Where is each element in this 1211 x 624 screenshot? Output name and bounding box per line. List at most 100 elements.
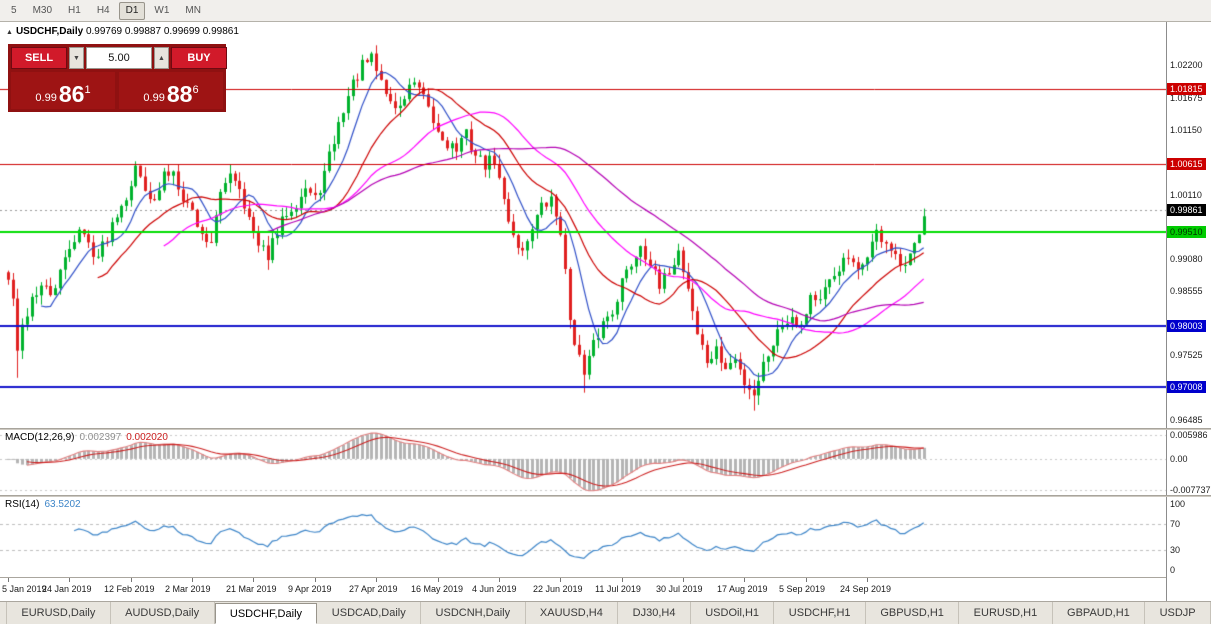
date-label: 9 Apr 2019	[288, 584, 332, 594]
sell-button[interactable]: SELL	[11, 47, 67, 69]
date-tick	[315, 578, 316, 582]
timeframe-button-5[interactable]: 5	[4, 2, 24, 20]
date-label: 30 Jul 2019	[656, 584, 703, 594]
macd-canvas[interactable]	[0, 430, 1166, 495]
panel-splitter[interactable]	[0, 495, 1211, 497]
price-axis-label: 100	[1170, 498, 1186, 509]
timeframe-button-mn[interactable]: MN	[178, 2, 208, 20]
date-tick	[438, 578, 439, 582]
chevron-down-icon: ▼	[73, 54, 80, 62]
chart-marker-icon: ▲	[6, 29, 13, 36]
rsi-label: RSI(14) 63.5202	[5, 499, 81, 510]
buy-price-display[interactable]: 0.99 88 6	[119, 72, 223, 109]
volume-increase-button[interactable]: ▲	[154, 47, 169, 69]
date-tick	[744, 578, 745, 582]
chart-tab-dj30-h4[interactable]: DJ30,H4	[618, 602, 691, 624]
date-label: 2 Mar 2019	[165, 584, 211, 594]
date-tick	[806, 578, 807, 582]
chevron-up-icon: ▲	[158, 54, 165, 62]
chart-tab-gbpusd-h1[interactable]: GBPUSD,H1	[866, 602, 960, 624]
price-axis-label: 1.02200	[1170, 60, 1203, 71]
sell-price-pip: 1	[84, 84, 91, 96]
price-axis-label: 1.01150	[1170, 125, 1202, 136]
macd-value-1: 0.002397	[79, 432, 122, 443]
date-label: 24 Sep 2019	[840, 584, 892, 594]
price-axis-badge: 0.99861	[1167, 204, 1206, 217]
timeframe-toolbar: 5 M30 H1 H4 D1 W1 MN	[0, 0, 1211, 22]
price-axis-label: 0.005986	[1170, 429, 1208, 440]
price-axis[interactable]: 1.02200 1.01675 1.01150 1.00110 0.99080 0.985…	[1166, 22, 1211, 601]
chart-tab-usdjp[interactable]: USDJP	[1145, 602, 1211, 624]
chart-ohlc-values: 0.99769 0.99887 0.99699 0.99861	[85, 26, 239, 37]
date-tick	[69, 578, 70, 582]
price-axis-label: 1.00110	[1170, 189, 1202, 200]
timeframe-button-w1[interactable]: W1	[147, 2, 176, 20]
price-axis-label: 0.98555	[1170, 286, 1203, 297]
timeframe-button-m30[interactable]: M30	[26, 2, 59, 20]
date-label: 27 Apr 2019	[349, 584, 398, 594]
macd-value-2: 0.002020	[126, 432, 168, 443]
price-axis-badge: 0.99510	[1167, 226, 1206, 239]
chart-tab-usdchf-h1[interactable]: USDCHF,H1	[774, 602, 866, 624]
timeframe-button-h1[interactable]: H1	[61, 2, 88, 20]
price-axis-badge: 0.98003	[1167, 319, 1206, 332]
price-axis-badge: 1.00615	[1167, 157, 1206, 170]
price-axis-label: 1.01675	[1170, 92, 1203, 103]
date-tick	[867, 578, 868, 582]
rsi-value: 63.5202	[44, 499, 81, 510]
timeframe-button-h4[interactable]: H4	[90, 2, 117, 20]
macd-label: MACD(12,26,9) 0.002397 0.002020	[5, 432, 168, 443]
chart-title: ▲ USDCHF,Daily 0.99769 0.99887 0.99699 0.…	[6, 26, 239, 37]
chart-tab-usdcnh-daily[interactable]: USDCNH,Daily	[421, 602, 526, 624]
price-axis-label: 0.97525	[1170, 350, 1203, 361]
price-axis-label: -0.007737	[1170, 484, 1211, 495]
date-tick	[560, 578, 561, 582]
chart-tab-audusd-daily[interactable]: AUDUSD,Daily	[111, 602, 215, 624]
date-label: 22 Jun 2019	[533, 584, 583, 594]
date-label: 12 Feb 2019	[104, 584, 155, 594]
buy-price-prefix: 0.99	[143, 92, 165, 104]
price-axis-badge: 0.97008	[1167, 381, 1206, 394]
volume-decrease-button[interactable]: ▼	[69, 47, 84, 69]
date-axis[interactable]: 5 Jan 2019 24 Jan 2019 12 Feb 2019 2 Mar 20…	[0, 577, 1211, 601]
sell-price-big: 86	[58, 81, 85, 107]
date-tick	[376, 578, 377, 582]
macd-panel: MACD(12,26,9) 0.002397 0.002020	[0, 430, 1166, 495]
buy-button[interactable]: BUY	[171, 47, 227, 69]
chart-tab-gbpaud-h1[interactable]: GBPAUD,H1	[1053, 602, 1146, 624]
price-axis-label: 0.96485	[1170, 414, 1203, 425]
buy-price-big: 88	[166, 81, 193, 107]
rsi-canvas[interactable]	[0, 497, 1166, 577]
date-label: 24 Jan 2019	[42, 584, 92, 594]
chart-tab-usdoil-h1[interactable]: USDOil,H1	[691, 602, 775, 624]
chart-tab-usdchf-daily[interactable]: USDCHF,Daily	[214, 603, 318, 624]
chart-symbol-label: USDCHF,Daily	[15, 26, 84, 37]
price-axis-label: 0.99080	[1170, 253, 1203, 264]
sell-price-display[interactable]: 0.99 86 1	[11, 72, 115, 109]
price-axis-label: 70	[1170, 518, 1181, 529]
price-axis-badge: 1.01815	[1167, 83, 1206, 96]
date-label: 5 Sep 2019	[779, 584, 826, 594]
timeframe-button-d1[interactable]: D1	[118, 1, 146, 20]
volume-input[interactable]	[86, 47, 152, 69]
date-label: 4 Jun 2019	[472, 584, 517, 594]
date-tick	[131, 578, 132, 582]
chart-tab-eurusd-daily[interactable]: EURUSD,Daily	[6, 602, 111, 624]
chart-tab-eurusd-h1[interactable]: EURUSD,H1	[959, 602, 1053, 624]
date-tick	[192, 578, 193, 582]
date-tick	[499, 578, 500, 582]
chart-region: ▲ USDCHF,Daily 0.99769 0.99887 0.99699 0.…	[0, 22, 1211, 601]
chart-tab-xauusd-h4[interactable]: XAUUSD,H4	[526, 602, 619, 624]
chart-tab-bar: EURUSD,Daily AUDUSD,Daily USDCHF,Daily USDC…	[0, 601, 1211, 624]
sell-price-prefix: 0.99	[35, 92, 57, 104]
panel-splitter[interactable]	[0, 428, 1211, 430]
date-tick	[683, 578, 684, 582]
main-chart-panel: ▲ USDCHF,Daily 0.99769 0.99887 0.99699 0.…	[0, 22, 1166, 428]
buy-price-pip: 6	[192, 84, 199, 96]
chart-tab-usdcad-daily[interactable]: USDCAD,Daily	[317, 602, 422, 624]
price-axis-label: 0	[1170, 565, 1176, 576]
date-tick	[253, 578, 254, 582]
date-label: 16 May 2019	[411, 584, 464, 594]
